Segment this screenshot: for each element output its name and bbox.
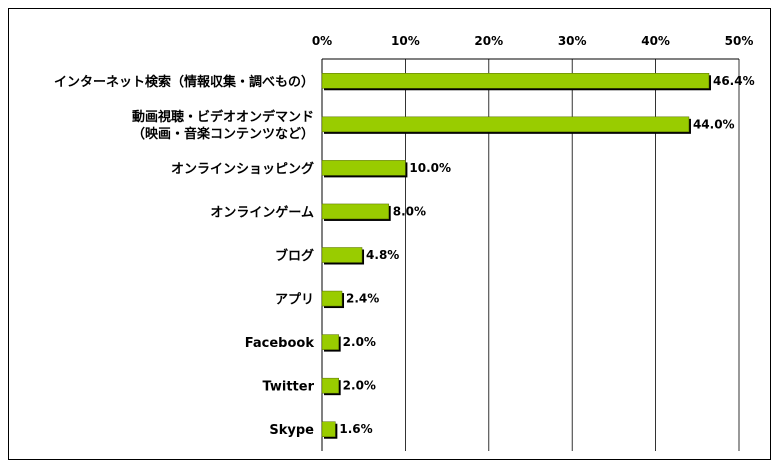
- bar-2: [321, 160, 406, 176]
- category-label: 動画視聴・ビデオオンデマンド: [132, 109, 314, 125]
- bar-4: [321, 247, 363, 263]
- x-tick-label: 20%: [474, 34, 503, 48]
- data-label: 8.0%: [393, 204, 426, 218]
- category-label: ブログ: [275, 248, 314, 264]
- data-label: 4.8%: [366, 248, 399, 262]
- data-label: 2.4%: [346, 292, 379, 306]
- x-tick-label: 30%: [558, 34, 587, 48]
- x-tick-label: 10%: [391, 34, 420, 48]
- category-label: Skype: [269, 423, 314, 438]
- bar-3: [321, 203, 389, 220]
- bar-chart: 0% 10% 20% 30% 40% 50% 46.4% インターネット検索（情報収集・調べも…: [54, 34, 755, 451]
- chart-frame: 0% 10% 20% 30% 40% 50% 46.4% インターネット検索（情報収集・調べも…: [8, 8, 771, 460]
- x-tick-label: 50%: [725, 34, 754, 48]
- category-label: Facebook: [245, 336, 315, 351]
- category-label: インターネット検索（情報収集・調べもの）: [54, 74, 314, 90]
- bar-1: [321, 116, 690, 133]
- data-label: 44.0%: [693, 117, 735, 131]
- category-label: アプリ: [275, 293, 314, 308]
- bar-5: [321, 290, 343, 307]
- bar-8: [321, 421, 336, 437]
- bar-7: [321, 377, 339, 394]
- data-label: 10.0%: [409, 161, 451, 175]
- category-label: （映画・音楽コンテンツなど）: [132, 126, 314, 142]
- category-label: オンラインゲーム: [210, 204, 314, 220]
- bar-6: [321, 334, 339, 350]
- category-label: Twitter: [262, 380, 314, 395]
- data-label: 2.0%: [343, 335, 376, 349]
- bar-0: [321, 73, 710, 89]
- data-label: 2.0%: [343, 379, 376, 393]
- category-label: オンラインショッピング: [171, 161, 314, 177]
- x-tick-label: 0%: [312, 34, 332, 48]
- x-tick-label: 40%: [641, 34, 670, 48]
- data-label: 46.4%: [713, 74, 755, 88]
- data-label: 1.6%: [339, 422, 372, 436]
